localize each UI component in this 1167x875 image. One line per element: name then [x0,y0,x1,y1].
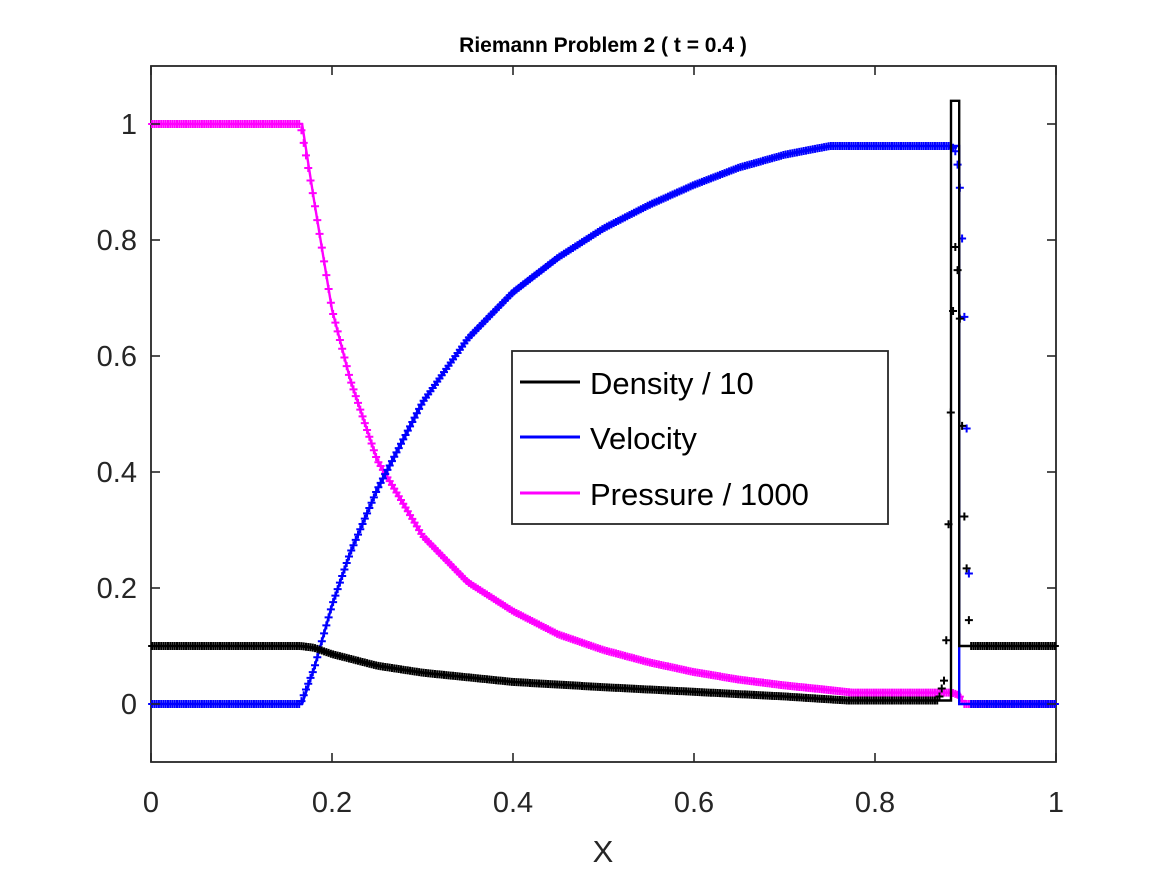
legend-label-density: Density / 10 [590,366,754,401]
data-point-density [935,692,944,701]
x-tick-label: 0.2 [312,787,352,819]
y-tick-label: 0 [121,689,137,721]
data-point-velocity [962,424,971,433]
tick-layer: 0 0.2 0.4 0.6 0.8 1 0 0.2 0.4 0.6 0.8 1 [97,66,1064,819]
axes-box [150,65,1057,763]
series-line-velocity [151,144,1056,706]
series-pressure [148,120,1059,708]
data-point-velocity [964,569,973,578]
series-density [148,99,1059,705]
y-tick-label: 0.2 [97,573,137,605]
x-axis-title: X [593,834,614,869]
data-point-density [942,636,951,645]
x-tick-label: 0 [143,787,159,819]
x-tick-label: 0.8 [855,787,895,819]
series-line-pressure [151,122,1056,706]
data-point-density [962,564,971,573]
data-point-velocity [960,312,969,321]
plot-area [150,65,1057,763]
x-tick-label: 0.4 [493,787,533,819]
series-layer [148,99,1059,708]
y-tick-label: 0.4 [97,457,137,489]
x-tick-label: 1 [1048,787,1064,819]
legend-label-pressure: Pressure / 1000 [590,477,809,512]
data-point-density [964,616,973,625]
y-tick-label: 1 [121,109,137,141]
y-tick-label: 0.8 [97,225,137,257]
series-line-density [151,99,1056,702]
legend: Density / 10 Velocity Pressure / 1000 [511,350,889,525]
data-point-density [960,512,969,521]
y-tick-label: 0.6 [97,341,137,373]
data-point-density [937,684,946,693]
legend-label-velocity: Velocity [590,421,697,456]
data-point-velocity [951,147,960,156]
x-tick-label: 0.6 [674,787,714,819]
chart-title: Riemann Problem 2 ( t = 0.4 ) [459,34,747,57]
data-point-density [951,242,960,251]
data-point-density [940,676,949,685]
